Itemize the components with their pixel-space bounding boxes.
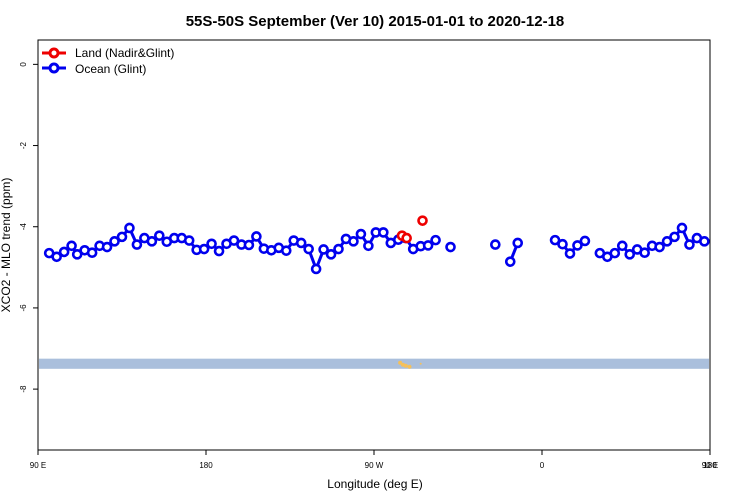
land-mass-dot [407, 364, 412, 369]
ocean-data-point [124, 222, 135, 234]
ocean-data-point [579, 235, 591, 247]
x-tick-label: 90 W [365, 461, 384, 470]
ocean-data-point [639, 247, 650, 259]
ocean-data-point [51, 251, 62, 263]
ocean-data-point [445, 241, 456, 253]
ocean-data-point [654, 241, 665, 253]
land-mass-dot [419, 362, 422, 365]
ocean-data-point [131, 239, 143, 250]
ocean-data-point [557, 238, 568, 250]
ocean-data-point [251, 231, 262, 242]
ocean-data-point [699, 236, 710, 247]
chart-title: 55S-50S September (Ver 10) 2015-01-01 to… [186, 13, 565, 30]
ocean-data-point [572, 240, 583, 251]
ocean-data-point [684, 239, 695, 250]
x-tick-label: 0 [540, 461, 545, 470]
y-tick-label: -6 [19, 304, 28, 312]
y-tick-label: -4 [19, 223, 28, 231]
ocean-data-point [355, 228, 367, 240]
ocean-data-point [616, 240, 628, 252]
ocean-data-point [676, 222, 688, 234]
ocean-data-point [228, 235, 240, 246]
ocean-data-point [58, 246, 70, 258]
ocean-data-point [624, 249, 636, 260]
y-axis-ticks: 0 -2 -4 -6 -8 [19, 62, 38, 393]
ocean-data-point [280, 245, 292, 256]
ocean-data-point [490, 239, 501, 250]
ocean-data-point [146, 236, 158, 247]
land-mass-markings [398, 360, 422, 369]
land-mass-dot [403, 363, 408, 368]
land-data-point [417, 215, 428, 226]
ocean-data-point [243, 239, 255, 251]
y-tick-label: -2 [19, 141, 28, 149]
ocean-data-point [310, 263, 322, 275]
ocean-data-point [101, 241, 113, 253]
x-axis-label: Longitude (deg E) [327, 477, 422, 491]
land-mass-dot [398, 360, 403, 365]
y-tick-label: -8 [19, 385, 28, 393]
y-axis-label: XCO2 - MLO trend (ppm) [0, 178, 13, 313]
legend-ocean-marker [48, 62, 60, 74]
band-rect [39, 358, 709, 369]
x-tick-label: 90 E [702, 461, 718, 470]
ocean-data-point [66, 240, 77, 252]
ocean-data-point [549, 234, 561, 246]
ocean-data-point [303, 243, 314, 255]
y-tick-label: 0 [19, 62, 28, 67]
ocean-data-point [422, 240, 434, 251]
ocean-data-point [183, 235, 195, 246]
reference-band [39, 358, 709, 369]
ocean-data-point [378, 227, 389, 238]
x-tick-label: 180 [703, 461, 717, 470]
ocean-data-point [363, 240, 374, 252]
ocean-data-point [198, 243, 210, 255]
ocean-data-point [116, 231, 128, 243]
ocean-data-point [512, 237, 524, 249]
ocean-data-point [86, 247, 98, 259]
x-tick-label: 180 [199, 461, 213, 470]
ocean-data-point [71, 249, 83, 260]
legend-land-marker [48, 47, 60, 59]
x-tick-label: 90 E [30, 461, 46, 470]
ocean-data-point [295, 237, 307, 249]
ocean-data-point [669, 231, 680, 243]
ocean-data-point [661, 236, 673, 247]
ocean-data-point [213, 245, 225, 257]
legend-ocean-label: Ocean (Glint) [75, 62, 146, 76]
ocean-data-point [348, 236, 359, 247]
ocean-data-point [325, 249, 337, 260]
ocean-data-point [333, 243, 344, 255]
ocean-data-point [609, 247, 621, 259]
ocean-data-point [504, 256, 516, 267]
ocean-data-point [430, 234, 441, 246]
series-layer [43, 215, 710, 275]
legend-land-label: Land (Nadir&Glint) [75, 46, 174, 60]
legend: Land (Nadir&Glint) Ocean (Glint) [42, 46, 174, 76]
ocean-data-point [564, 248, 576, 259]
ocean-data-point [154, 230, 165, 241]
ocean-data-point [109, 236, 120, 247]
ocean-data-point [206, 238, 217, 250]
land-data-point [401, 232, 412, 244]
ocean-data-point [318, 244, 329, 255]
